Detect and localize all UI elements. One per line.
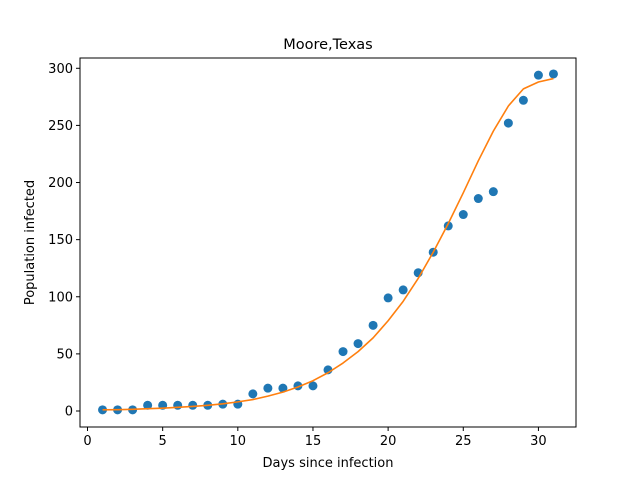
- x-tick-label: 15: [305, 434, 322, 449]
- y-tick-label: 50: [56, 347, 73, 362]
- data-point: [473, 194, 483, 204]
- y-tick-label: 300: [48, 62, 73, 77]
- data-point: [503, 118, 513, 128]
- x-tick-label: 5: [159, 434, 167, 449]
- y-tick-label: 250: [48, 119, 73, 134]
- y-tick-label: 0: [65, 405, 73, 420]
- data-point: [98, 405, 108, 415]
- data-point: [143, 400, 153, 410]
- x-tick-label: 20: [380, 434, 397, 449]
- y-tick-label: 100: [48, 290, 73, 305]
- data-point: [383, 293, 393, 303]
- fit-curve: [102, 77, 554, 411]
- chart-title: Moore,Texas: [283, 37, 373, 53]
- y-tick-label: 150: [48, 233, 73, 248]
- data-point: [518, 95, 528, 105]
- data-point: [398, 285, 408, 295]
- axes-frame: [79, 57, 577, 428]
- x-tick-label: 0: [83, 434, 91, 449]
- plot-area: [98, 69, 558, 415]
- y-tick-label: 200: [48, 176, 73, 191]
- data-point: [368, 320, 378, 330]
- x-tick-label: 30: [530, 434, 547, 449]
- data-point: [548, 69, 558, 79]
- data-point: [353, 339, 363, 349]
- data-point: [488, 187, 498, 197]
- x-tick-label: 25: [455, 434, 472, 449]
- y-axis-label: Population infected: [23, 180, 38, 305]
- data-point: [248, 389, 258, 399]
- x-axis-label: Days since infection: [263, 456, 394, 471]
- data-point: [278, 383, 288, 393]
- data-point: [173, 400, 183, 410]
- data-point: [338, 347, 348, 357]
- data-point: [263, 383, 273, 393]
- data-point: [458, 210, 468, 220]
- data-point: [188, 400, 198, 410]
- data-point: [308, 381, 318, 391]
- x-tick-label: 10: [230, 434, 247, 449]
- data-point: [533, 70, 543, 80]
